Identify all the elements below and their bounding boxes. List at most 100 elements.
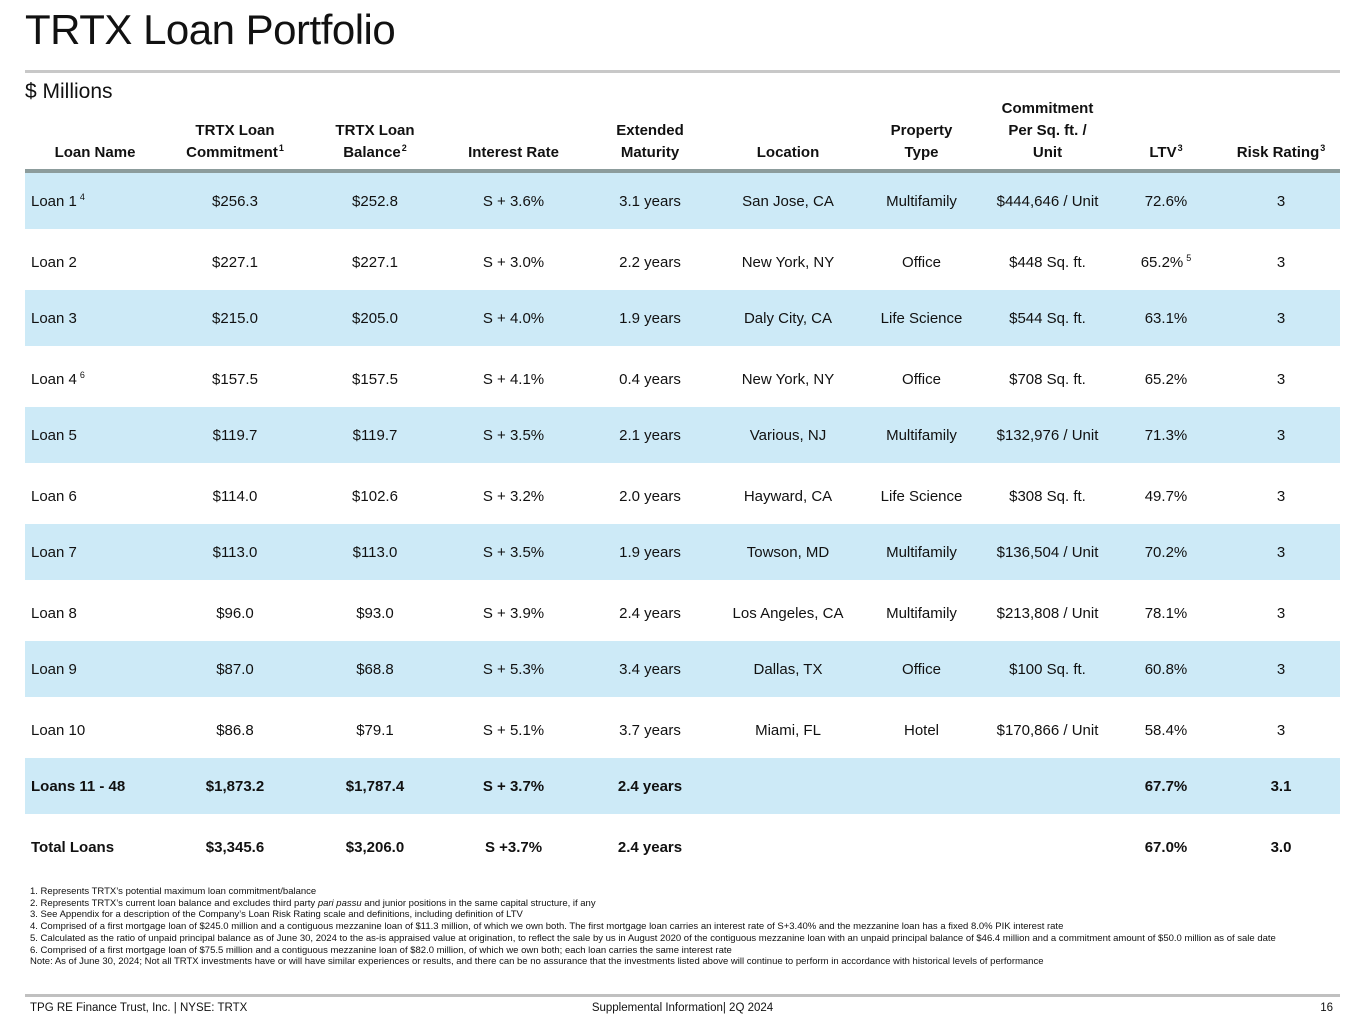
cell-per_unit: $100 Sq. ft. bbox=[985, 641, 1110, 702]
cell-rating: 3 bbox=[1276, 253, 1286, 271]
cell-ltv: 72.6% bbox=[1110, 171, 1222, 234]
cell-property: Office bbox=[902, 370, 941, 388]
cell-maturity: 2.1 years bbox=[582, 407, 718, 468]
cell-rating: 3 bbox=[1222, 407, 1340, 468]
cell-maturity: 2.2 years bbox=[619, 253, 681, 271]
cell-location: New York, NY bbox=[741, 370, 835, 388]
cell-rate: S + 3.0% bbox=[482, 253, 545, 271]
column-header-commitment: TRTX Loan Commitment1 bbox=[165, 98, 305, 173]
cell-rating: 3 bbox=[1276, 487, 1286, 505]
cell-maturity: 3.7 years bbox=[619, 721, 681, 739]
cell-balance: $3,206.0 bbox=[345, 838, 405, 856]
cell-maturity: 2.4 years bbox=[619, 604, 681, 622]
cell-balance: $205.0 bbox=[305, 290, 445, 351]
cell-ltv: 65.2% bbox=[1144, 370, 1188, 388]
cell-per_unit: $170,866 / Unit bbox=[996, 721, 1099, 739]
cell-commitment: $157.5 bbox=[212, 370, 258, 388]
cell-maturity: 3.1 years bbox=[582, 171, 718, 234]
cell-ltv: 67.0% bbox=[1144, 838, 1188, 856]
cell-balance: $102.6 bbox=[352, 487, 398, 505]
footer-doc-info: Supplemental Information| 2Q 2024 bbox=[591, 1002, 774, 1014]
cell-per_unit: $136,504 / Unit bbox=[985, 524, 1110, 585]
cell-commitment: $119.7 bbox=[165, 407, 305, 468]
cell-per_unit bbox=[985, 817, 1110, 876]
cell-ltv: 71.3% bbox=[1110, 407, 1222, 468]
footnote-line-1: 1. Represents TRTX’s potential maximum l… bbox=[30, 886, 317, 897]
table-row: Loan 8 $96.0 $93.0 S + 3.9% 2.4 years Los Ang… bbox=[25, 583, 1340, 642]
cell-name: Loan 2 bbox=[31, 253, 77, 271]
cell-maturity: 2.4 years bbox=[582, 758, 718, 819]
cell-property: Multifamily bbox=[858, 171, 985, 234]
cell-rating: 3 bbox=[1276, 604, 1286, 622]
cell-property: Multifamily bbox=[858, 407, 985, 468]
cell-rating: 3 bbox=[1222, 641, 1340, 702]
footer-page-number: 16 bbox=[1320, 1002, 1333, 1014]
table-row: Total Loans $3,345.6 $3,206.0 S +3.7% 2.4 ye… bbox=[25, 817, 1340, 876]
cell-rating: 3 bbox=[1222, 524, 1340, 585]
table-row: Loan 6 $114.0 $102.6 S + 3.2% 2.0 years Haywa… bbox=[25, 466, 1340, 525]
cell-balance: $93.0 bbox=[356, 604, 394, 622]
cell-location: Various, NJ bbox=[718, 407, 858, 468]
cell-ltv: 49.7% bbox=[1144, 487, 1188, 505]
table-row: Loan 2 $227.1 $227.1 S + 3.0% 2.2 years New Y… bbox=[25, 232, 1340, 291]
column-header-ltv: LTV3 bbox=[1110, 98, 1222, 173]
cell-rate: S + 3.6% bbox=[445, 171, 582, 234]
cell-rate: S +3.7% bbox=[484, 838, 543, 856]
cell-location bbox=[718, 758, 858, 819]
title-divider bbox=[25, 70, 1340, 73]
cell-location: Los Angeles, CA bbox=[732, 604, 844, 622]
cell-maturity: 1.9 years bbox=[582, 290, 718, 351]
cell-name: Loan 8 bbox=[31, 604, 77, 622]
cell-property: Multifamily bbox=[886, 604, 957, 622]
cell-rate: S + 3.7% bbox=[445, 758, 582, 819]
cell-property: Life Science bbox=[880, 487, 963, 505]
column-header-rate: Interest Rate bbox=[445, 98, 582, 173]
column-header-balance: TRTX Loan Balance2 bbox=[305, 98, 445, 173]
cell-rating: 3.0 bbox=[1270, 838, 1292, 856]
cell-property bbox=[858, 758, 985, 819]
cell-maturity: 2.0 years bbox=[619, 487, 681, 505]
cell-rating: 3 bbox=[1276, 370, 1286, 388]
cell-commitment: $96.0 bbox=[216, 604, 254, 622]
cell-commitment: $87.0 bbox=[165, 641, 305, 702]
cell-balance: $252.8 bbox=[305, 171, 445, 234]
cell-commitment: $114.0 bbox=[212, 487, 258, 505]
cell-rate: S + 3.9% bbox=[482, 604, 545, 622]
cell-location: Towson, MD bbox=[718, 524, 858, 585]
table-row: Loans 11 - 48 $1,873.2 $1,787.4 S + 3.7% 2.4… bbox=[25, 758, 1340, 819]
cell-name: Loan 9 bbox=[25, 641, 165, 702]
table-header-row: Loan Name TRTX Loan Commitment1 TRTX Loan Ba… bbox=[25, 98, 1340, 173]
footnote-line-4: 4. Comprised of a first mortgage loan of… bbox=[30, 921, 1064, 933]
cell-rating: 3 bbox=[1222, 290, 1340, 351]
footer-company: TPG RE Finance Trust, Inc. | NYSE: TRTX bbox=[30, 1002, 248, 1014]
cell-rating: 3 bbox=[1276, 721, 1286, 739]
table-row: Loan 10 $86.8 $79.1 S + 5.1% 3.7 years Miami,… bbox=[25, 700, 1340, 759]
cell-commitment: $113.0 bbox=[165, 524, 305, 585]
column-header-per_unit: Commitment Per Sq. ft. / Unit bbox=[985, 98, 1110, 173]
cell-per_unit: $544 Sq. ft. bbox=[985, 290, 1110, 351]
table-row: Loan 9 $87.0 $68.8 S + 5.3% 3.4 years Dallas,… bbox=[25, 641, 1340, 702]
cell-rate: S + 3.5% bbox=[445, 407, 582, 468]
cell-maturity: 1.9 years bbox=[582, 524, 718, 585]
cell-name: Loan 3 bbox=[25, 290, 165, 351]
cell-property: Office bbox=[902, 253, 941, 271]
cell-location: Dallas, TX bbox=[718, 641, 858, 702]
cell-per_unit: $132,976 / Unit bbox=[985, 407, 1110, 468]
cell-location: Hayward, CA bbox=[743, 487, 833, 505]
cell-commitment: $1,873.2 bbox=[165, 758, 305, 819]
column-header-location: Location bbox=[718, 98, 858, 173]
footnotes-block: 1. Represents TRTX’s potential maximum l… bbox=[30, 886, 1342, 968]
cell-maturity: 0.4 years bbox=[619, 370, 681, 388]
cell-per_unit bbox=[985, 758, 1110, 819]
page-title: TRTX Loan Portfolio bbox=[25, 6, 396, 53]
cell-commitment: $86.8 bbox=[216, 721, 254, 739]
cell-commitment: $227.1 bbox=[212, 253, 258, 271]
cell-property: Office bbox=[858, 641, 985, 702]
cell-per_unit: $213,808 / Unit bbox=[996, 604, 1099, 622]
cell-ltv: 70.2% bbox=[1110, 524, 1222, 585]
cell-rate: S + 4.0% bbox=[445, 290, 582, 351]
cell-name: Loan 7 bbox=[25, 524, 165, 585]
cell-balance: $68.8 bbox=[305, 641, 445, 702]
